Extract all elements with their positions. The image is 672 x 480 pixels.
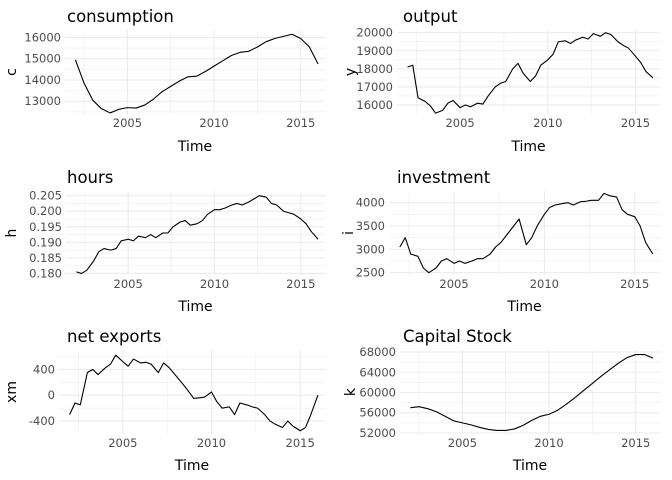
panel-net-exports: 2005 2010 2015 -400 0 400 net exports Time xm: [4, 327, 325, 474]
y-tick-label: 52000: [359, 426, 396, 440]
panel-title: consumption: [67, 7, 174, 26]
y-tick-label: 3500: [356, 219, 385, 233]
gridlines: [397, 30, 660, 114]
y-tick-label: 16000: [24, 30, 61, 44]
y-tick-label: 0.180: [29, 266, 62, 280]
x-axis-title: Time: [174, 458, 209, 474]
x-tick-label: 2010: [534, 436, 563, 450]
x-tick-label: 2005: [448, 436, 477, 450]
y-tick-label: 0: [48, 388, 55, 402]
x-axis-title: Time: [177, 299, 212, 315]
series-line-investment: [399, 192, 654, 274]
x-tick-label: 2015: [621, 436, 650, 450]
panel-title: output: [403, 7, 458, 26]
gridlines: [66, 191, 325, 275]
y-tick-label: -400: [29, 414, 55, 428]
x-tick-label: 2015: [286, 436, 315, 450]
y-axis-title: h: [4, 229, 20, 238]
x-axis-title: Time: [512, 458, 547, 474]
gridlines: [400, 350, 660, 434]
y-tick-label: 0.195: [29, 220, 62, 234]
y-tick-label: 68000: [359, 345, 396, 359]
panel-capital-stock: 2005 2010 2015 52000 56000 60000 64000 68000 Cap…: [343, 327, 660, 474]
x-tick-label: 2010: [200, 277, 229, 291]
y-tick-label: 14000: [24, 73, 61, 87]
x-tick-label: 2005: [113, 116, 142, 130]
panel-consumption: 2005 2010 2015 13000 14000 15000 16000 consumpt…: [4, 7, 325, 155]
x-tick-label: 2010: [533, 116, 562, 130]
x-tick-label: 2010: [199, 116, 228, 130]
y-tick-label: 4000: [356, 196, 385, 210]
y-tick-label: 16000: [356, 98, 393, 112]
x-tick-label: 2015: [286, 116, 315, 130]
x-tick-label: 2005: [108, 436, 137, 450]
y-tick-label: 18000: [356, 62, 393, 76]
y-tick-label: 15000: [24, 52, 61, 66]
y-tick-label: 19000: [356, 44, 393, 58]
y-tick-label: 17000: [356, 80, 393, 94]
y-tick-label: 0.200: [29, 204, 62, 218]
series-line-net-exports: [69, 354, 319, 432]
x-tick-label: 2005: [445, 116, 474, 130]
y-tick-label: 3000: [356, 242, 385, 256]
y-axis-title: i: [341, 231, 357, 235]
y-axis-title: y: [343, 68, 359, 76]
panel-output: 2005 2010 2015 16000 17000 18000 19000 20000 out…: [343, 7, 660, 155]
x-tick-label: 2015: [286, 277, 315, 291]
x-tick-label: 2015: [620, 277, 649, 291]
gridlines: [389, 191, 660, 275]
panel-title: net exports: [67, 327, 161, 346]
gridlines: [59, 350, 325, 434]
y-axis-title: xm: [4, 381, 20, 403]
x-tick-label: 2015: [621, 116, 650, 130]
y-axis-title: c: [4, 68, 20, 76]
y-tick-label: 0.205: [29, 189, 62, 203]
series-line-consumption: [74, 33, 319, 114]
x-axis-title: Time: [506, 299, 541, 315]
panel-title: investment: [397, 168, 491, 187]
x-tick-label: 2010: [197, 436, 226, 450]
gridlines: [65, 30, 325, 114]
x-tick-label: 2010: [530, 277, 559, 291]
y-tick-label: 60000: [359, 386, 396, 400]
series-line-output: [407, 32, 654, 114]
y-tick-label: 0.185: [29, 251, 62, 265]
y-tick-label: 400: [33, 362, 55, 376]
y-tick-label: 56000: [359, 406, 396, 420]
x-axis-title: Time: [177, 139, 212, 155]
series-line-hours: [76, 195, 319, 274]
panel-title: Capital Stock: [403, 327, 512, 346]
x-tick-label: 2005: [439, 277, 468, 291]
y-tick-label: 2500: [356, 266, 385, 280]
panel-title: hours: [67, 168, 113, 187]
panel-investment: 2005 2010 2015 2500 3000 3500 4000 investment Ti…: [341, 168, 660, 315]
y-axis-title: k: [343, 387, 359, 396]
panel-hours: 2005 2010 2015 0.1800.185 0.1900.195 0.2000.2…: [4, 168, 325, 315]
y-tick-label: 20000: [356, 26, 393, 40]
x-axis-title: Time: [510, 139, 545, 155]
y-tick-label: 64000: [359, 365, 396, 379]
y-tick-label: 13000: [24, 94, 61, 108]
y-tick-label: 0.190: [29, 235, 62, 249]
series-line-capital-stock: [410, 354, 654, 432]
x-tick-label: 2005: [114, 277, 143, 291]
